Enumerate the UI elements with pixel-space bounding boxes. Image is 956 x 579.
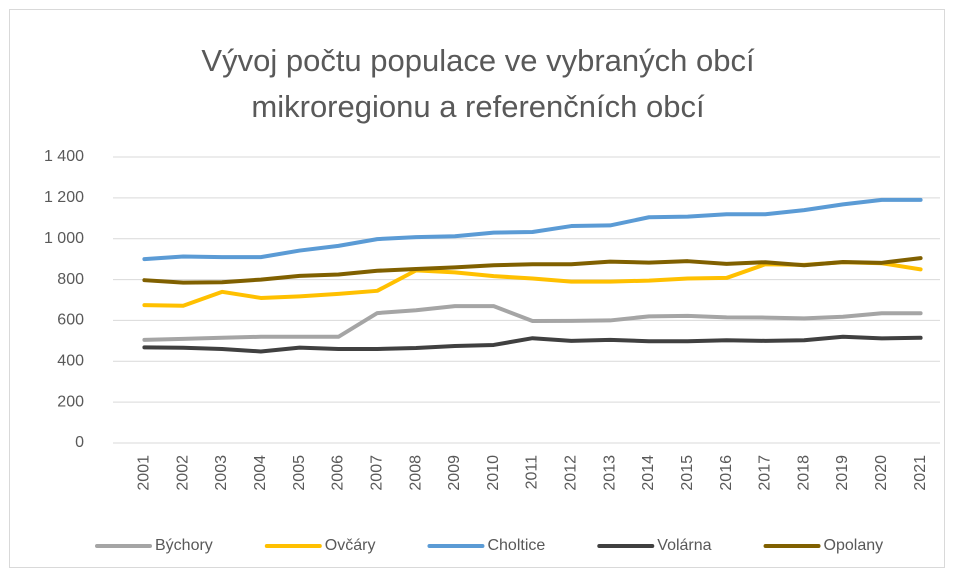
x-tick-label: 2011 xyxy=(524,455,541,490)
x-tick-label: 2009 xyxy=(446,455,463,491)
series-line xyxy=(142,197,923,262)
x-tick-label: 2002 xyxy=(174,455,191,491)
series-line xyxy=(142,260,923,308)
y-tick-label: 1 000 xyxy=(44,230,84,247)
x-tick-label: 2012 xyxy=(563,455,580,491)
x-tick-label: 2020 xyxy=(873,455,890,491)
x-tick-label: 2018 xyxy=(795,455,812,491)
x-tick-label: 2019 xyxy=(834,455,851,491)
x-tick-label: 2003 xyxy=(213,455,230,491)
legend-label: Volárna xyxy=(657,537,711,554)
x-tick-label: 2017 xyxy=(757,455,774,491)
x-tick-label: 2005 xyxy=(291,455,308,491)
chart-frame xyxy=(9,9,945,568)
x-tick-label: 2016 xyxy=(718,455,735,491)
series-line xyxy=(142,304,923,342)
chart-title: Vývoj počtu populace ve vybraných obcí m… xyxy=(201,43,755,124)
x-tick-label: 2013 xyxy=(601,455,618,491)
x-tick-label: 2004 xyxy=(252,455,269,491)
title-box: Vývoj počtu populace ve vybraných obcí m… xyxy=(0,38,956,130)
y-tick-label: 0 xyxy=(75,434,84,451)
y-tick-label: 800 xyxy=(57,271,84,288)
legend-label: Býchory xyxy=(155,537,213,554)
x-tick-label: 2008 xyxy=(407,455,424,491)
y-tick-label: 1 400 xyxy=(44,148,84,165)
y-tick-label: 400 xyxy=(57,353,84,370)
legend-label: Choltice xyxy=(487,537,545,554)
y-tick-label: 200 xyxy=(57,393,84,410)
x-tick-label: 2021 xyxy=(912,455,929,491)
y-tick-label: 600 xyxy=(57,312,84,329)
legend-label: Opolany xyxy=(824,537,884,554)
x-tick-label: 2006 xyxy=(330,455,347,491)
x-tick-label: 2014 xyxy=(640,455,657,491)
x-tick-label: 2007 xyxy=(368,455,385,491)
legend-label: Ovčáry xyxy=(325,537,376,554)
series-line xyxy=(142,334,923,354)
series-line xyxy=(142,256,923,285)
y-tick-label: 1 200 xyxy=(44,189,84,206)
x-tick-label: 2001 xyxy=(136,455,153,491)
x-tick-label: 2010 xyxy=(485,455,502,491)
x-tick-label: 2015 xyxy=(679,455,696,491)
